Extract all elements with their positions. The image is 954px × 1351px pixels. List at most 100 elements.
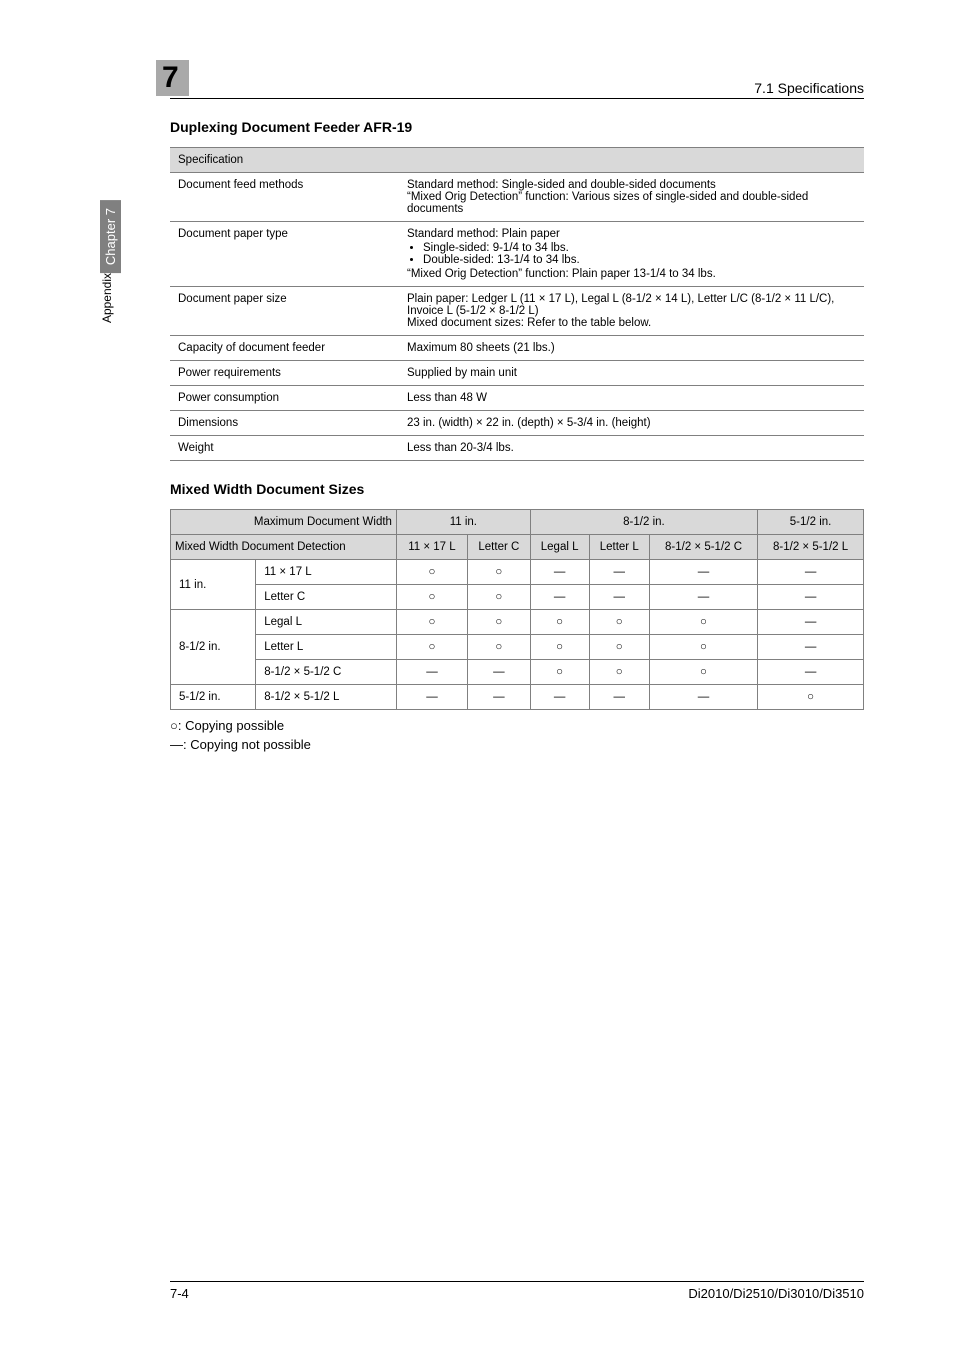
col-head: 8-1/2 × 5-1/2 C: [649, 535, 757, 560]
cell: —: [649, 585, 757, 610]
spec-text: Standard method: Plain paper: [407, 228, 560, 240]
cell: —: [530, 560, 589, 585]
cell: ○: [758, 685, 864, 710]
table-row: Document paper type Standard method: Pla…: [170, 222, 864, 287]
cell: ○: [589, 610, 649, 635]
cell: —: [589, 560, 649, 585]
model-list: Di2010/Di2510/Di3010/Di3510: [688, 1286, 864, 1301]
spec-val: 23 in. (width) × 22 in. (depth) × 5-3/4 …: [399, 411, 864, 436]
page-header: 7 7.1 Specifications: [170, 60, 864, 99]
cell: ○: [649, 610, 757, 635]
col-head: Letter C: [467, 535, 530, 560]
row-sub: Legal L: [256, 610, 397, 635]
cell: ○: [467, 585, 530, 610]
spec-table-head: Specification: [170, 148, 864, 173]
cell: —: [758, 635, 864, 660]
spec-val: Supplied by main unit: [399, 361, 864, 386]
cell: ○: [396, 585, 467, 610]
page-number: 7-4: [170, 1286, 189, 1301]
cell: —: [649, 560, 757, 585]
col-head: 8-1/2 × 5-1/2 L: [758, 535, 864, 560]
col-head: 11 in.: [396, 510, 530, 535]
row-head: 5-1/2 in.: [171, 685, 256, 710]
spec-val: Standard method: Single-sided and double…: [399, 173, 864, 222]
cell: —: [758, 660, 864, 685]
mixed-width-table: Maximum Document Width 11 in. 8-1/2 in. …: [170, 509, 864, 710]
cell: ○: [467, 610, 530, 635]
table-row: Power requirements Supplied by main unit: [170, 361, 864, 386]
row-head: 11 in.: [171, 560, 256, 610]
table-row: Letter L ○ ○ ○ ○ ○ —: [171, 635, 864, 660]
table-row: Dimensions 23 in. (width) × 22 in. (dept…: [170, 411, 864, 436]
cell: —: [758, 560, 864, 585]
cell: ○: [530, 635, 589, 660]
spec-key: Power requirements: [170, 361, 399, 386]
spec-text: “Mixed Orig Detection” function: Plain p…: [407, 268, 716, 280]
col-head: 11 × 17 L: [396, 535, 467, 560]
spec-key: Document paper size: [170, 287, 399, 336]
cell: —: [649, 685, 757, 710]
row-sub: 11 × 17 L: [256, 560, 397, 585]
spec-key: Dimensions: [170, 411, 399, 436]
legend: ○: Copying possible —: Copying not possi…: [170, 718, 864, 752]
col-head: 5-1/2 in.: [758, 510, 864, 535]
table-row: Letter C ○ ○ — — — —: [171, 585, 864, 610]
cell: ○: [396, 560, 467, 585]
cell: ○: [396, 610, 467, 635]
col-head: Mixed Width Document Detection: [171, 535, 397, 560]
table-row: Weight Less than 20-3/4 lbs.: [170, 436, 864, 461]
mixed-heading: Mixed Width Document Sizes: [170, 481, 864, 497]
spec-table: Specification Document feed methods Stan…: [170, 147, 864, 461]
spec-val: Maximum 80 sheets (21 lbs.): [399, 336, 864, 361]
cell: —: [396, 660, 467, 685]
cell: ○: [467, 560, 530, 585]
table-row: 8-1/2 in. Legal L ○ ○ ○ ○ ○ —: [171, 610, 864, 635]
page-footer: 7-4 Di2010/Di2510/Di3010/Di3510: [170, 1281, 864, 1301]
col-head: Legal L: [530, 535, 589, 560]
spec-key: Capacity of document feeder: [170, 336, 399, 361]
spec-key: Weight: [170, 436, 399, 461]
table-row: Maximum Document Width 11 in. 8-1/2 in. …: [171, 510, 864, 535]
cell: —: [589, 685, 649, 710]
spec-val: Less than 48 W: [399, 386, 864, 411]
col-head: Letter L: [589, 535, 649, 560]
chapter-number: 7: [156, 60, 189, 96]
bullet-list: Single-sided: 9-1/4 to 34 lbs. Double-si…: [407, 242, 856, 266]
legend-line: —: Copying not possible: [170, 737, 864, 752]
table-row: 8-1/2 × 5-1/2 C — — ○ ○ ○ —: [171, 660, 864, 685]
cell: ○: [530, 660, 589, 685]
spec-key: Document paper type: [170, 222, 399, 287]
row-sub: Letter C: [256, 585, 397, 610]
table-row: 11 in. 11 × 17 L ○ ○ — — — —: [171, 560, 864, 585]
cell: ○: [649, 635, 757, 660]
row-sub: 8-1/2 × 5-1/2 C: [256, 660, 397, 685]
cell: —: [758, 585, 864, 610]
spec-key: Document feed methods: [170, 173, 399, 222]
chapter-number-box: 7: [170, 60, 189, 96]
legend-line: ○: Copying possible: [170, 718, 864, 733]
row-head: 8-1/2 in.: [171, 610, 256, 685]
cell: ○: [649, 660, 757, 685]
spec-key: Power consumption: [170, 386, 399, 411]
section-title: 7.1 Specifications: [754, 80, 864, 96]
table-row: Power consumption Less than 48 W: [170, 386, 864, 411]
cell: —: [396, 685, 467, 710]
afr19-heading: Duplexing Document Feeder AFR-19: [170, 119, 864, 135]
table-row: Mixed Width Document Detection 11 × 17 L…: [171, 535, 864, 560]
spec-val: Less than 20-3/4 lbs.: [399, 436, 864, 461]
cell: —: [530, 585, 589, 610]
cell: —: [758, 610, 864, 635]
cell: ○: [396, 635, 467, 660]
cell: ○: [530, 610, 589, 635]
cell: ○: [589, 660, 649, 685]
cell: —: [467, 685, 530, 710]
spec-val: Standard method: Plain paper Single-side…: [399, 222, 864, 287]
col-head: Maximum Document Width: [171, 510, 397, 535]
bullet: Single-sided: 9-1/4 to 34 lbs.: [423, 242, 856, 254]
col-head: 8-1/2 in.: [530, 510, 757, 535]
cell: —: [467, 660, 530, 685]
row-sub: 8-1/2 × 5-1/2 L: [256, 685, 397, 710]
table-row: Capacity of document feeder Maximum 80 s…: [170, 336, 864, 361]
bullet: Double-sided: 13-1/4 to 34 lbs.: [423, 254, 856, 266]
cell: ○: [467, 635, 530, 660]
